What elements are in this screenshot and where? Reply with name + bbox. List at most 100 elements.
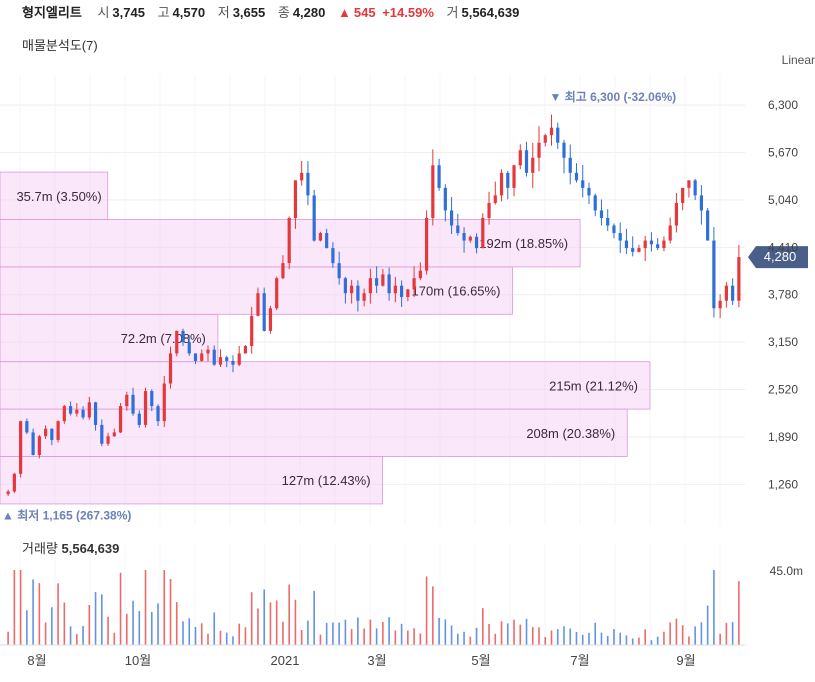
volume-bar	[631, 638, 634, 645]
volume-bar	[513, 619, 515, 645]
candle-body	[250, 315, 254, 346]
candle-body	[556, 127, 560, 143]
volume-bar	[644, 629, 646, 645]
candle-body	[237, 353, 241, 365]
volume-bar	[44, 622, 47, 645]
candle-body	[31, 432, 35, 456]
candle-body	[418, 270, 422, 279]
y-tick-label: 1,260	[768, 477, 798, 491]
candle-body	[362, 293, 366, 301]
candle-body	[293, 180, 298, 218]
candle-body	[118, 406, 123, 433]
candle-body	[318, 233, 323, 241]
volume-bar	[76, 634, 78, 645]
candle-body	[375, 278, 379, 286]
change-percent: +14.59%	[382, 5, 434, 20]
candle-body	[437, 165, 441, 188]
volume-bar	[275, 600, 278, 645]
candle-body	[287, 217, 291, 264]
volume-bar	[700, 622, 703, 645]
candle-body	[737, 257, 741, 301]
volume-bar	[438, 617, 440, 645]
candle-body	[312, 195, 316, 241]
volume-bar	[588, 632, 590, 645]
scale-toggle[interactable]: Linear	[781, 53, 815, 67]
candle-body	[599, 210, 604, 218]
candle-body	[350, 285, 354, 294]
volume-bar	[419, 633, 422, 645]
candle-body	[256, 293, 260, 316]
volume-profile-label: 35.7m (3.50%)	[16, 189, 101, 204]
candle-body	[587, 187, 591, 196]
candle-body	[512, 165, 516, 188]
candle-body	[718, 300, 722, 309]
stock-name: 형지엘리트	[22, 5, 82, 20]
volume-bar	[681, 625, 684, 645]
candle-body	[393, 285, 397, 294]
volume-bar	[725, 622, 728, 645]
candle-body	[474, 236, 479, 249]
current-price-label: 4,280	[764, 249, 797, 264]
candle-body	[487, 202, 491, 218]
volume-profile-label: 72.2m (7.08%)	[121, 331, 206, 346]
candle-body	[456, 225, 460, 234]
volume-bar	[706, 605, 709, 645]
open-label: 시	[97, 5, 110, 20]
volume-bar	[500, 621, 503, 645]
volume-bar	[244, 627, 247, 645]
candle-body	[562, 142, 566, 158]
volume-bar	[194, 626, 197, 645]
candle-body	[25, 421, 29, 433]
y-tick-label: 6,300	[768, 98, 798, 112]
volume-bar	[350, 629, 353, 645]
candle-body	[356, 285, 360, 301]
volume-bar	[294, 599, 297, 645]
volume-profile-label: 127m (12.43%)	[282, 473, 371, 488]
candle-body	[424, 217, 429, 271]
y-tick-label: 5,670	[768, 146, 798, 160]
x-tick-label: 8월	[27, 653, 46, 668]
close-label: 종	[277, 5, 290, 20]
candle-body	[193, 353, 198, 361]
change-arrow-icon: ▲	[338, 5, 351, 20]
candle-body	[681, 187, 685, 203]
volume-profile-label: 215m (21.12%)	[549, 378, 638, 393]
candle-body	[306, 172, 310, 196]
volume-bar	[713, 570, 715, 645]
candle-body	[218, 357, 223, 365]
candle-body	[606, 217, 610, 226]
candle-body	[175, 330, 179, 354]
volume-bar	[469, 636, 472, 645]
candle-body	[493, 195, 497, 203]
candle-body	[637, 248, 641, 252]
candle-body	[693, 180, 697, 196]
candle-body	[612, 225, 616, 234]
candle-body	[125, 394, 129, 407]
volume-bar	[494, 633, 497, 645]
candle-body	[337, 263, 341, 279]
candle-body	[231, 360, 235, 365]
volume-bar	[88, 604, 91, 645]
volume-bar	[13, 570, 16, 645]
candle-body	[112, 432, 116, 437]
volume-bar	[182, 621, 184, 645]
volume-profile-bar	[0, 266, 513, 315]
low-label: 저	[217, 5, 230, 20]
volume-bar	[250, 592, 253, 645]
volume-bar	[94, 592, 97, 645]
volume-bar	[38, 583, 41, 645]
volume-bar	[51, 607, 53, 645]
volume-title: 거래량 5,564,639	[22, 538, 119, 557]
candle-body	[468, 236, 472, 241]
candle-body	[81, 409, 85, 418]
change-value: 545	[353, 5, 376, 20]
volume-bar	[613, 629, 615, 645]
volume-bar	[307, 620, 309, 645]
volume-bar	[19, 570, 22, 645]
volume-bar	[332, 622, 334, 645]
volume-bar	[675, 618, 678, 645]
candle-body	[143, 391, 148, 425]
volume-bar	[200, 623, 203, 645]
candle-body	[643, 240, 647, 249]
